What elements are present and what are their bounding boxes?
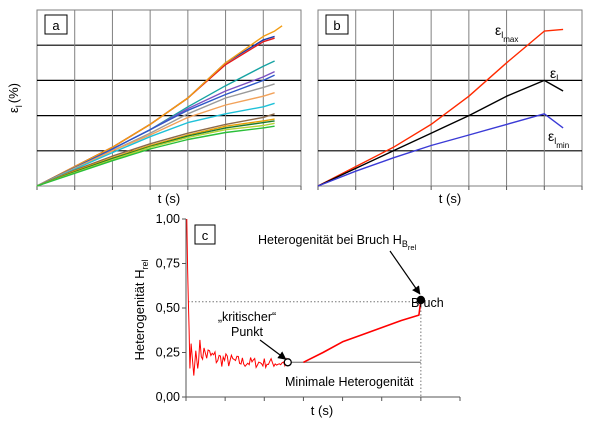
annotation-fracture-arrow (389, 250, 421, 295)
panel-a-series-s9 (36, 102, 275, 187)
panel-b-series-min (317, 113, 564, 187)
panel-a-ylabel-main: ε (6, 107, 21, 113)
panel-b-label-min: εlmin (548, 128, 569, 150)
panel-c-noisy-curve (186, 218, 291, 376)
panel-c-ytick-label: 0,25 (156, 346, 180, 360)
panel-c-ytick-label: 1,00 (156, 212, 180, 226)
annotation-heterogeneity-at-fracture-sub: B (402, 239, 408, 249)
panel-c-xlabel: t (s) (311, 403, 333, 418)
panel-b-label-box (325, 14, 349, 35)
panel-a-frame (36, 9, 302, 187)
fracture-point-marker (416, 295, 426, 305)
panel-b-frame (317, 9, 583, 187)
panel-b-label-mean-main: ε (550, 65, 556, 81)
annotation-heterogeneity-at-fracture-main: Heterogenität bei Bruch H (258, 233, 402, 247)
panel-c-ytick-label: 0,00 (156, 390, 180, 404)
annotation-critical-arrow (259, 339, 287, 360)
panel-a-label-box (44, 14, 68, 35)
panel-a-series-s13 (36, 122, 275, 187)
panel-b-label-max-main: ε (495, 22, 501, 38)
panel-b-xlabel: t (s) (439, 191, 461, 206)
panel-c-ytick-label: 0,50 (156, 301, 180, 315)
panel-b-series (317, 28, 564, 187)
panel-a: a εl (%) t (s) (6, 9, 302, 206)
panel-b-series-max (317, 28, 564, 187)
panel-a-ylabel: εl (%) (6, 83, 24, 113)
critical-point-marker (283, 358, 292, 367)
panel-c-smooth-curve (303, 299, 422, 364)
panel-b-label-max-subsub: max (503, 35, 518, 44)
panel-a-series-s6 (36, 74, 275, 187)
panel-b-label-min-sub: l (554, 136, 556, 146)
panel-c-ylabel-main: Heterogenität H (132, 269, 147, 360)
panel-b-label-min-main: ε (548, 128, 554, 144)
panel-c-series (186, 218, 426, 376)
panel-b-label-min-subsub: min (556, 141, 569, 150)
annotation-critical-line2: Punkt (231, 325, 263, 339)
panel-a-series-s10 (36, 113, 275, 187)
panel-c: 0,000,250,500,751,00 c Heterogenität Hre… (132, 212, 461, 418)
panel-b-label-max: εlmax (495, 22, 518, 44)
panel-b-series-mean (317, 79, 564, 187)
panel-b-label: b (333, 18, 340, 33)
panel-a-label: a (52, 18, 60, 33)
panel-b-label-mean: εl (550, 65, 558, 83)
panel-a-series-s12 (36, 120, 275, 187)
panel-b: b εlmax εl εlmin t (s) (317, 9, 583, 206)
annotation-heterogeneity-at-fracture-subsub: rel (408, 243, 417, 252)
panel-c-ylabel: Heterogenität Hrel (132, 259, 150, 360)
panel-b-label-max-sub: l (501, 30, 503, 40)
panel-c-label: c (202, 228, 209, 243)
panel-a-series-s14 (36, 125, 275, 187)
panel-c-ytick-label: 0,75 (156, 257, 180, 271)
panel-a-series-s3 (36, 25, 283, 187)
annotation-heterogeneity-at-fracture: Heterogenität bei Bruch HBrel (258, 233, 417, 252)
annotation-fracture: Bruch (411, 296, 444, 310)
panel-a-xlabel: t (s) (158, 191, 180, 206)
panel-c-label-box (194, 224, 216, 245)
annotation-minimal: Minimale Heterogenität (285, 375, 414, 389)
panel-a-series-s8 (36, 92, 275, 187)
panel-a-series (36, 25, 283, 187)
annotation-critical-line1: „kritischer“ (218, 310, 276, 324)
panel-c-ylabel-sub: rel (140, 259, 150, 269)
panel-b-label-mean-sub: l (556, 73, 558, 83)
panel-a-ylabel-unit: (%) (6, 83, 21, 103)
panel-a-ylabel-sub: l (14, 105, 24, 107)
panel-c-axes: 0,00 0,25 0,50 0,75 1,00 (156, 212, 461, 404)
